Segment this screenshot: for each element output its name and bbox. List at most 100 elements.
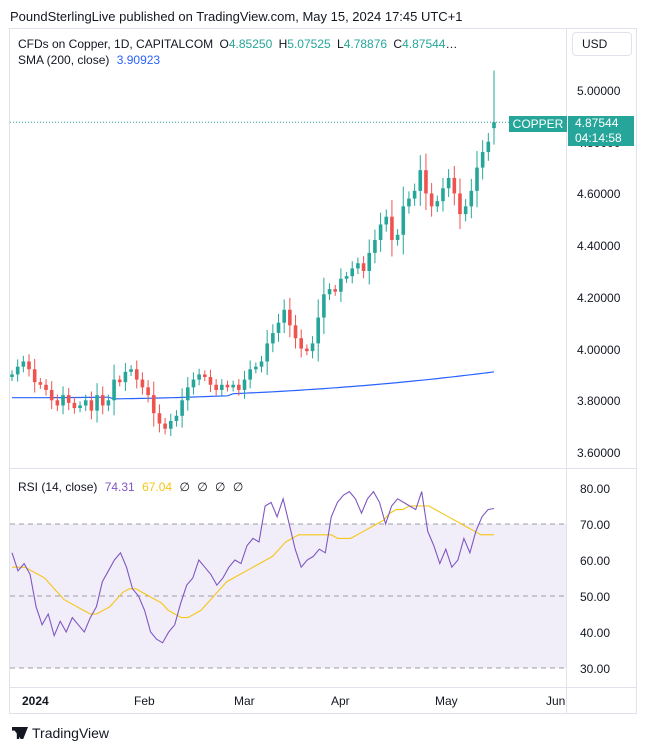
candle-body (49, 389, 54, 401)
price-tick: 4.40000 (577, 239, 621, 253)
symbol-label[interactable]: CFDs on Copper, 1D, CAPITALCOM (18, 37, 214, 51)
candle-body (344, 276, 349, 279)
candle-body (10, 374, 14, 378)
candle-body (185, 387, 190, 401)
candle-body (412, 190, 417, 199)
candle-body (214, 384, 218, 390)
open-value: 4.85250 (228, 37, 273, 51)
candle-body (231, 384, 235, 388)
close-value: 4.87544 (402, 37, 446, 51)
candle-body (163, 423, 167, 429)
candle-body (418, 170, 423, 191)
publish-header: PoundSterlingLive published on TradingVi… (10, 9, 463, 24)
price-tick: 4.60000 (577, 187, 621, 201)
time-label: Feb (134, 694, 155, 708)
candle-body (248, 369, 252, 380)
last-price: 4.87544 (575, 116, 619, 130)
rsi-line (11, 490, 495, 644)
candle-body (134, 369, 139, 380)
candle-body (492, 122, 496, 129)
candle-body (305, 348, 309, 352)
candle-body (89, 400, 94, 411)
high-value: 5.07525 (287, 37, 331, 51)
candle-body (151, 395, 156, 414)
candle-body (333, 289, 338, 292)
candle-body (140, 379, 145, 388)
rsi-value: 74.31 (104, 480, 135, 494)
time-label: Mar (234, 694, 255, 708)
rsi-tick: 60.00 (580, 554, 611, 568)
rsi-empty-mark: ∅ (232, 480, 244, 494)
candle-body (384, 216, 389, 225)
rsi-ma-value: 67.04 (142, 480, 173, 494)
candle-body (95, 395, 99, 411)
candle-body (378, 224, 383, 240)
candle-body (367, 252, 372, 271)
candle-body (32, 369, 37, 383)
candle-body (237, 384, 241, 390)
candle-body (446, 177, 451, 189)
rsi-empty-mark: ∅ (197, 480, 208, 494)
candle-body (276, 322, 281, 334)
candle-body (174, 415, 179, 421)
candle-body (395, 234, 400, 240)
time-axis-separator (9, 687, 637, 688)
candle-body (254, 366, 258, 370)
candle-body (66, 395, 71, 403)
candle-body (401, 206, 406, 235)
price-tick: 3.80000 (577, 394, 621, 408)
candle-body (38, 382, 43, 385)
candle-body (180, 400, 184, 416)
candle-body (373, 239, 377, 253)
legend-ellipsis[interactable]: … (445, 37, 458, 51)
rsi-label[interactable]: RSI (14, close) (18, 480, 98, 494)
candle-body (123, 371, 128, 383)
candle-body (259, 361, 264, 367)
main-legend: CFDs on Copper, 1D, CAPITALCOM O4.85250 … (18, 37, 457, 51)
candle-body (339, 278, 343, 292)
candle-body (220, 384, 224, 390)
candle-body (475, 167, 479, 191)
candle-body (322, 294, 326, 318)
candle-body (112, 379, 116, 401)
candle-body (480, 152, 485, 168)
candle-body (44, 384, 48, 390)
pane-separator[interactable] (9, 468, 637, 469)
price-axis-separator (566, 28, 567, 714)
low-label: L (337, 37, 344, 51)
tradingview-logo[interactable]: TradingView (12, 725, 109, 741)
candle-body (299, 338, 303, 349)
candle-body (458, 193, 462, 215)
sma-label[interactable]: SMA (200, close) (18, 53, 110, 67)
currency-button[interactable]: USD (572, 32, 632, 56)
candle-body (146, 387, 150, 396)
candle-body (441, 188, 445, 202)
sma-line (12, 371, 495, 400)
candle-body (129, 369, 133, 372)
time-label: 2024 (22, 694, 49, 708)
candle-body (15, 366, 20, 375)
candle-body (407, 198, 411, 207)
low-value: 4.78876 (343, 37, 388, 51)
candle-body (21, 361, 26, 367)
price-tick: 5.00000 (577, 84, 621, 98)
open-label: O (219, 37, 229, 51)
symbol-badge: COPPER (509, 116, 567, 132)
candle-body (435, 201, 440, 207)
last-price-badge: 4.87544 04:14:58 (568, 116, 634, 146)
price-tick: 4.00000 (577, 343, 621, 357)
close-label: C (393, 37, 403, 51)
candle-body (271, 333, 275, 344)
rsi-tick: 40.00 (580, 626, 611, 640)
high-label: H (278, 37, 288, 51)
price-tick: 4.20000 (577, 291, 621, 305)
rsi-empty-mark: ∅ (179, 480, 190, 494)
candle-body (486, 141, 491, 153)
candle-body (203, 374, 207, 378)
candle-body (350, 268, 355, 277)
bar-countdown: 04:14:58 (575, 131, 622, 145)
candle-body (242, 379, 247, 390)
rsi-legend: RSI (14, close) 74.31 67.04 ∅ ∅ ∅ ∅ (18, 480, 243, 494)
candle-body (310, 343, 315, 352)
